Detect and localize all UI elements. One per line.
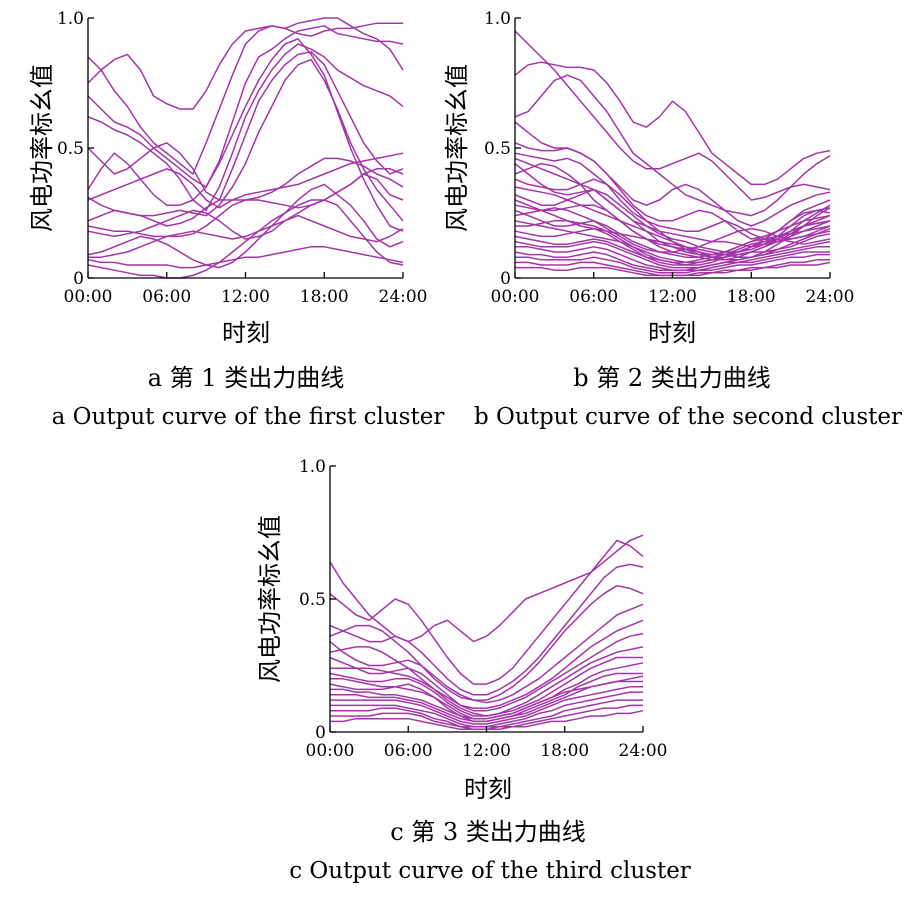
series-line-a-2	[87, 17, 404, 110]
x-tick-label-c-0: 00:00	[306, 741, 355, 761]
curves-a	[87, 17, 404, 279]
caption-cn-b: b 第 2 类出力曲线	[573, 364, 771, 392]
series-line-c-16	[330, 699, 643, 728]
series-line-a-15	[87, 183, 404, 269]
series-line-a-1	[87, 22, 403, 175]
series-line-a-8	[87, 152, 404, 209]
series-line-b-23	[514, 251, 830, 271]
y-tick-label-a-0: 0	[73, 269, 84, 289]
series-line-c-2	[329, 539, 644, 685]
xlabel-a: 时刻	[222, 319, 270, 347]
xlabel-b: 时刻	[648, 319, 696, 347]
series-line-c-3	[329, 563, 644, 696]
series-line-a-4	[87, 43, 404, 212]
y-tick-label-b-0: 0	[500, 269, 511, 289]
ylabel-b: 风电功率标幺值	[443, 64, 471, 232]
x-tick-label-c-4: 24:00	[619, 741, 668, 761]
panel-b: 00:00 06:00 12:00 18:00 24:00 0 0.5 1.0 风电功率标幺值…	[443, 9, 902, 430]
series-line-c-5	[329, 603, 644, 704]
x-tick-label-c-1: 06:00	[384, 741, 433, 761]
x-tick-label-a-0: 00:00	[64, 287, 113, 307]
caption-cn-c: c 第 3 类出力曲线	[390, 818, 586, 846]
series-line-b-19	[514, 227, 831, 266]
xlabel-c: 时刻	[464, 775, 512, 803]
caption-en-c: c Output curve of the third cluster	[289, 858, 691, 884]
series-line-a-9	[87, 157, 404, 227]
series-line-b-2	[514, 61, 831, 186]
panel-c: 00:00 06:00 12:00 18:00 24:00 0 0.5 1.0 风电功率标幺值…	[256, 457, 691, 884]
series-line-c-6	[329, 619, 644, 709]
series-line-b-1	[514, 30, 831, 201]
series-line-b-4	[514, 121, 831, 227]
caption-cn-a: a 第 1 类出力曲线	[148, 364, 344, 392]
y-tick-label-c-1: 0.5	[299, 590, 326, 610]
series-line-b-17	[514, 220, 831, 264]
x-tick-label-b-2: 12:00	[648, 287, 697, 307]
panel-a: 00:00 06:00 12:00 18:00 24:00 0 0.5 1.0 风电功率标幺值…	[28, 9, 444, 430]
y-tick-label-a-1: 0.5	[57, 139, 84, 159]
x-tick-label-b-3: 18:00	[727, 287, 776, 307]
series-line-b-20	[514, 235, 831, 264]
x-tick-label-a-4: 24:00	[379, 287, 428, 307]
ylabel-a: 风电功率标幺值	[28, 64, 56, 232]
curves-b	[514, 30, 831, 277]
series-line-b-12	[514, 188, 831, 256]
series-line-c-14	[330, 686, 643, 725]
series-line-a-11	[87, 173, 404, 240]
series-line-a-5	[87, 51, 404, 201]
ticks-b: 00:00 06:00 12:00 18:00 24:00 0 0.5 1.0	[484, 9, 855, 307]
series-line-a-3	[87, 25, 404, 188]
y-tick-label-b-1: 0.5	[484, 139, 511, 159]
series-line-a-14	[87, 199, 404, 279]
x-tick-label-b-0: 00:00	[491, 287, 540, 307]
curves-c	[329, 534, 644, 731]
series-line-a-13	[87, 246, 404, 269]
x-tick-label-b-4: 24:00	[806, 287, 855, 307]
series-line-c-9	[329, 656, 643, 717]
series-line-b-3	[514, 74, 831, 217]
ylabel-c: 风电功率标幺值	[256, 515, 284, 683]
caption-en-a: a Output curve of the first cluster	[52, 404, 445, 430]
x-tick-label-c-2: 12:00	[462, 741, 511, 761]
y-tick-label-b-2: 1.0	[484, 9, 511, 29]
series-line-c-4	[329, 584, 644, 701]
series-line-a-12	[88, 214, 404, 258]
caption-en-b: b Output curve of the second cluster	[474, 404, 902, 430]
x-tick-label-c-3: 18:00	[540, 741, 589, 761]
y-tick-label-a-2: 1.0	[57, 9, 84, 29]
x-tick-label-b-1: 06:00	[569, 287, 618, 307]
ticks-c: 00:00 06:00 12:00 18:00 24:00 0 0.5 1.0	[299, 457, 668, 761]
x-tick-label-a-2: 12:00	[221, 287, 270, 307]
series-line-c-13	[330, 680, 643, 723]
series-line-c-7	[329, 632, 644, 712]
series-line-b-21	[514, 240, 831, 269]
x-tick-label-a-1: 06:00	[142, 287, 191, 307]
x-tick-label-a-3: 18:00	[300, 287, 349, 307]
y-tick-label-c-2: 1.0	[299, 457, 326, 477]
y-tick-label-c-0: 0	[315, 723, 326, 743]
